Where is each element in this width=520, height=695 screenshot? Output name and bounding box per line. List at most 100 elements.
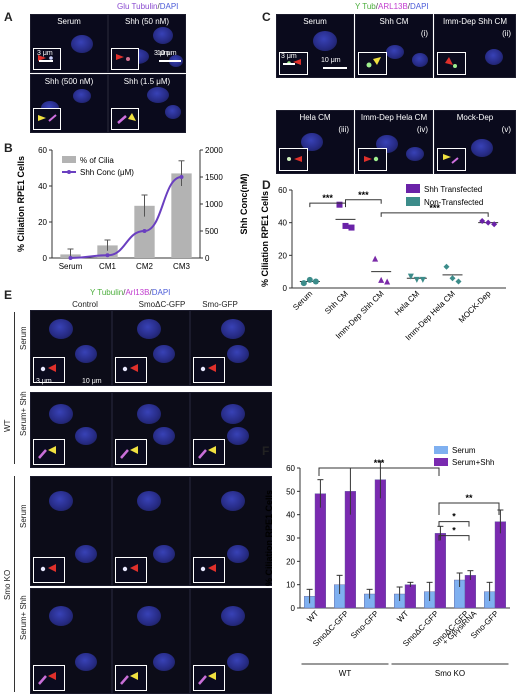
legend-swatch [62, 156, 76, 163]
significance-label: * [452, 512, 456, 522]
micrograph-e [112, 476, 190, 586]
scale-bar-label-large: 10 μm [157, 50, 177, 57]
line-point [68, 256, 73, 260]
image-label: Shh (1.5 μM) [123, 77, 171, 86]
legend-label: Non-Transfected [424, 198, 483, 207]
image-label: Mock-Dep [456, 113, 494, 122]
image-label: Shh CM [379, 17, 409, 26]
scale-bar [39, 60, 53, 62]
legend-swatch [434, 446, 448, 454]
legend-label: Shh Conc (μM) [80, 168, 134, 177]
significance-label: *** [358, 190, 369, 200]
data-point [407, 273, 414, 280]
significance-bracket [380, 212, 489, 217]
data-point [485, 219, 492, 226]
micrograph-c-imm-dep-shh-cm: Imm-Dep Shh CM (ii) [434, 14, 516, 78]
micrograph-e [190, 476, 272, 586]
scale-bar-label-large: 10 μm [82, 378, 102, 385]
data-point [372, 255, 379, 262]
inset [358, 52, 387, 75]
image-tag: (iii) [338, 125, 349, 134]
legend-swatch [434, 458, 448, 466]
data-point [312, 278, 319, 285]
y-tick-label: 40 [286, 511, 295, 520]
x-tick-label: Hela CM [393, 289, 422, 318]
micrograph-e [30, 310, 112, 386]
y-tick-label: 30 [286, 534, 295, 543]
series-line [70, 176, 182, 259]
bar [494, 521, 507, 609]
y-tick-label: 20 [38, 218, 47, 227]
data-point [491, 221, 498, 228]
yellow-arrowhead-icon [117, 113, 136, 124]
data-point [306, 276, 313, 283]
y-tick-label: 40 [38, 182, 47, 191]
x-tick-label: Smo-GFP [349, 609, 381, 641]
group-bracket [14, 476, 15, 692]
micrograph-e [30, 392, 112, 468]
red-arrowhead-icon [40, 564, 56, 572]
micrograph-a-shh-1.5um: Shh (1.5 μM) [108, 74, 186, 133]
image-label: Hela CM [299, 113, 331, 122]
y-tick-label: 60 [286, 464, 295, 473]
y-tick-label: 60 [38, 146, 47, 155]
column-header: Smo-GFP [202, 300, 238, 309]
inset [193, 439, 225, 465]
image-label: Shh (50 nM) [124, 17, 170, 26]
y-tick-label: 60 [278, 186, 287, 195]
image-label: Shh (500 nM) [44, 77, 94, 86]
data-point [449, 275, 456, 282]
x-tick-label: WT [305, 609, 320, 624]
line-point [142, 229, 147, 233]
red-arrowhead-icon [445, 57, 457, 68]
y-axis-label: % Ciliation RPE1 Cells [264, 490, 274, 586]
red-arrowhead-icon [116, 54, 130, 61]
y2-tick-label: 2000 [205, 146, 223, 155]
inset [33, 108, 61, 130]
x-tick-label: CM1 [99, 262, 116, 271]
panel-c-title-sep: / [375, 2, 378, 11]
significance-bracket [309, 202, 346, 208]
inset [193, 665, 225, 691]
chart-b: 0 20 40 60 0 500 1000 1500 2000 Serum CM1 CM2 CM3 % o… [16, 146, 249, 271]
legend-marker [67, 170, 71, 174]
line-point [179, 175, 184, 179]
y-tick-label: 0 [43, 254, 48, 263]
micrograph-e [190, 310, 272, 386]
scale-bar-label-large: 10 μm [321, 57, 341, 64]
inset [33, 557, 65, 583]
x-tick-label: WT [395, 609, 410, 624]
y-axis-label: % Ciliation RPE1 Cells [260, 191, 270, 287]
data-point [348, 224, 355, 231]
data-point [378, 276, 385, 283]
data-point [413, 276, 420, 283]
inset [115, 357, 147, 383]
x-tick-label: Shh CM [323, 289, 350, 316]
y2-tick-label: 1500 [205, 173, 223, 182]
yellow-arrowhead-icon [198, 446, 216, 459]
image-label: Imm-Dep Hela CM [360, 113, 428, 122]
panel-e-title: Y Tubulin/Arl13B/DAPI [90, 288, 170, 297]
panel-e-title-sep: / [123, 288, 126, 297]
y-tick-label: 20 [278, 251, 287, 260]
inset [358, 148, 387, 171]
bar [314, 493, 327, 609]
inset [111, 108, 139, 130]
red-arrowhead-icon [38, 672, 56, 685]
y-tick-label: 10 [286, 581, 295, 590]
bar [464, 575, 477, 609]
micrograph-c-mock-dep: Mock-Dep (v) [434, 110, 516, 174]
x-tick-label: Serum [59, 262, 83, 271]
row-label: Serum [19, 326, 28, 350]
panel-c-title: Y Tub/ARL13B/DAPI [355, 2, 429, 11]
significance-label: * [452, 526, 456, 536]
red-arrowhead-icon [38, 55, 53, 61]
bar [374, 479, 387, 609]
group-label: WT [339, 669, 352, 678]
bar [404, 584, 417, 609]
group-bracket [14, 312, 15, 464]
significance-bracket [438, 535, 470, 541]
scale-bar-label: 3 μm [154, 50, 170, 57]
legend-label: % of Cilia [80, 156, 114, 165]
